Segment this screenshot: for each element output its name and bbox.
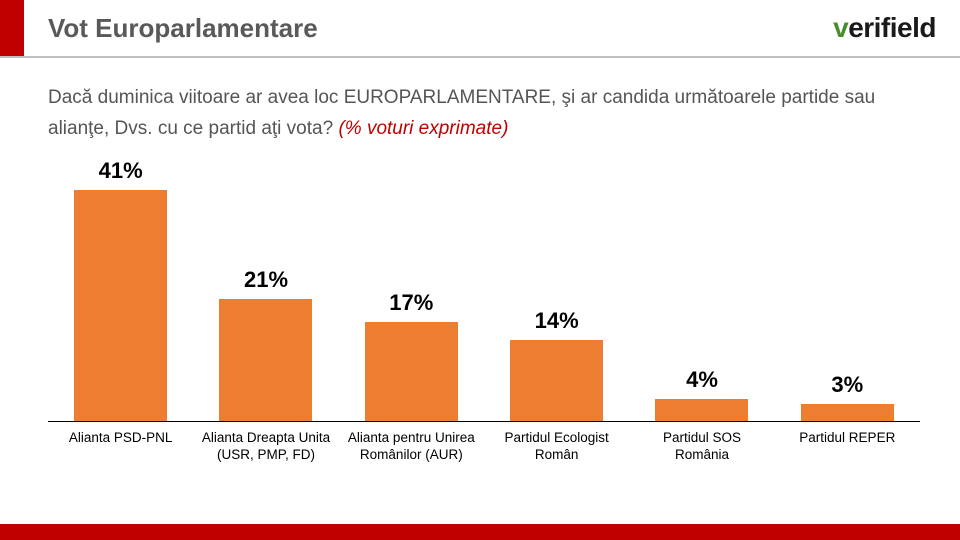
bar-value-label: 4%: [686, 367, 718, 393]
question-text: Dacă duminica viitoare ar avea loc EUROP…: [48, 82, 920, 145]
x-axis-label: Partidul REPER: [775, 426, 920, 480]
x-axis-label: Partidul SOS România: [629, 426, 774, 480]
x-axis-label: Alianta Dreapta Unita (USR, PMP, FD): [193, 426, 338, 480]
header: Vot Europarlamentare: [0, 0, 960, 56]
chart-x-labels: Alianta PSD-PNLAlianta Dreapta Unita (US…: [48, 426, 920, 480]
bar-value-label: 17%: [389, 290, 433, 316]
logo-rest: erifield: [848, 12, 936, 43]
question-note: (% voturi exprimate): [338, 118, 508, 139]
header-divider: [0, 56, 960, 58]
chart-column: 41%: [48, 158, 193, 422]
footer-bar: [0, 524, 960, 540]
header-accent-block: [0, 0, 24, 56]
bar: [510, 340, 603, 422]
bar: [365, 322, 458, 422]
bar: [801, 404, 894, 422]
bar-value-label: 41%: [99, 158, 143, 184]
chart-column: 3%: [775, 158, 920, 422]
x-axis-label: Alianta PSD-PNL: [48, 426, 193, 480]
chart-column: 21%: [193, 158, 338, 422]
chart-baseline: [48, 421, 920, 422]
bar-value-label: 21%: [244, 267, 288, 293]
bar: [219, 299, 312, 422]
bar: [74, 190, 167, 422]
chart-area: 41%21%17%14%4%3% Alianta PSD-PNLAlianta …: [48, 158, 920, 480]
brand-logo: verifield: [833, 12, 936, 44]
chart-column: 4%: [629, 158, 774, 422]
page-title: Vot Europarlamentare: [48, 13, 318, 44]
chart-plot: 41% 21% 17% 14% 4% 3%: [48, 158, 920, 422]
x-axis-label: Alianta pentru Unirea Românilor (AUR): [339, 426, 484, 480]
x-axis-label: Partidul Ecologist Român: [484, 426, 629, 480]
slide: Vot Europarlamentare verifield Dacă dumi…: [0, 0, 960, 540]
chart-column: 14%: [484, 158, 629, 422]
logo-v: v: [833, 12, 848, 43]
bar-chart: 41%21%17%14%4%3% Alianta PSD-PNLAlianta …: [48, 158, 920, 480]
chart-column: 17%: [339, 158, 484, 422]
bar-value-label: 3%: [831, 372, 863, 398]
bar-value-label: 14%: [535, 308, 579, 334]
bar: [655, 399, 748, 422]
